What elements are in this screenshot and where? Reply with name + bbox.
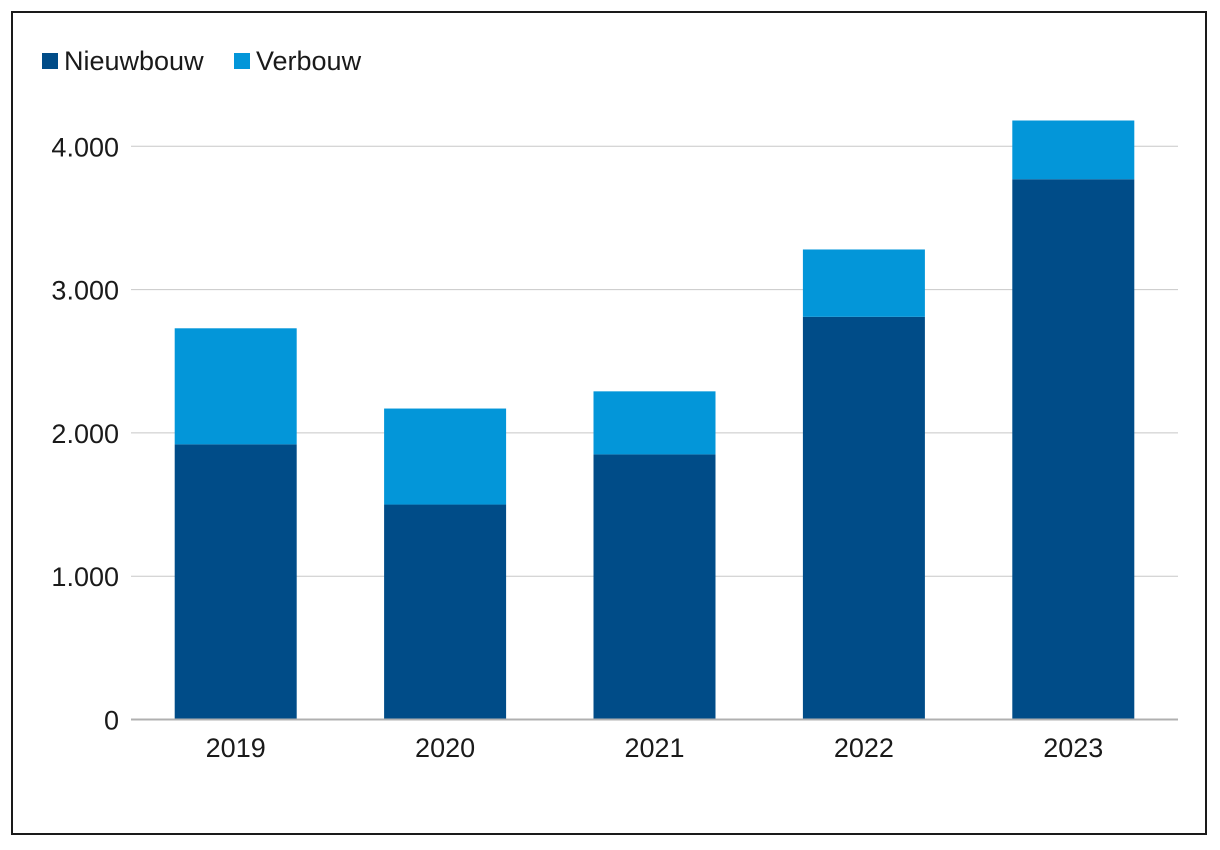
legend-swatch-verbouw — [234, 53, 250, 69]
bar-nieuwbouw-2023 — [1012, 179, 1135, 720]
legend-swatch-nieuwbouw — [42, 53, 58, 69]
legend-label-nieuwbouw: Nieuwbouw — [64, 46, 204, 76]
legend-label-verbouw: Verbouw — [256, 46, 362, 76]
bar-verbouw-2021 — [593, 391, 716, 455]
y-tick-label: 2.000 — [51, 419, 119, 449]
bars — [174, 120, 1135, 720]
axes: 0 1.000 2.000 3.000 4.000 2019 2020 2021 2022 202… — [51, 132, 1178, 763]
x-tick-label: 2021 — [624, 733, 684, 763]
x-tick-label: 2023 — [1043, 733, 1103, 763]
y-tick-label: 3.000 — [51, 276, 119, 306]
bar-nieuwbouw-2022 — [802, 316, 925, 720]
y-tick-label: 1.000 — [51, 562, 119, 592]
x-tick-label: 2022 — [834, 733, 894, 763]
y-tick-label: 4.000 — [51, 132, 119, 162]
x-tick-label: 2019 — [206, 733, 266, 763]
bar-nieuwbouw-2020 — [384, 504, 507, 720]
bar-verbouw-2020 — [384, 408, 507, 505]
x-tick-label: 2020 — [415, 733, 475, 763]
y-tick-label: 0 — [104, 706, 119, 736]
bar-nieuwbouw-2021 — [593, 454, 716, 720]
legend: Nieuwbouw Verbouw — [42, 46, 362, 76]
bar-nieuwbouw-2019 — [174, 444, 297, 720]
bar-verbouw-2022 — [802, 249, 925, 317]
bar-verbouw-2023 — [1012, 120, 1135, 180]
bar-verbouw-2019 — [174, 328, 297, 445]
